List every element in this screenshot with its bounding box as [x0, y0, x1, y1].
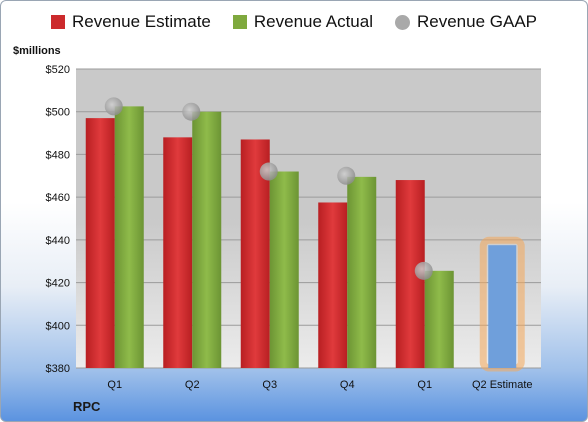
y-tick-label: $520: [46, 64, 70, 76]
x-tick-label: Q3: [262, 379, 277, 391]
gray-circle-icon: [394, 14, 410, 30]
x-tick-label: Q2: [185, 379, 200, 391]
y-axis-unit-label: $millions: [13, 45, 61, 57]
y-tick-label: $440: [46, 235, 70, 247]
company-name: RPC: [73, 399, 101, 414]
gaap-point: [104, 97, 123, 116]
gaap-point: [182, 102, 201, 121]
legend-item-estimate: Revenue Estimate: [50, 12, 211, 32]
red-square-icon: [50, 15, 65, 29]
x-tick-label: Q2 Estimate: [472, 379, 533, 391]
green-square-icon: [232, 15, 247, 29]
legend-label: Revenue GAAP: [416, 12, 537, 31]
bar-actual: [269, 171, 299, 368]
legend-item-gaap: Revenue GAAP: [394, 12, 537, 32]
gaap-point: [414, 261, 433, 280]
legend-item-actual: Revenue Actual: [232, 12, 373, 32]
x-tick-label: Q1: [417, 379, 432, 391]
bar-estimate: [318, 202, 348, 368]
bar-estimate: [163, 137, 193, 368]
y-tick-label: $400: [46, 320, 70, 332]
x-tick-label: Q4: [340, 379, 355, 391]
y-tick-label: $460: [46, 192, 70, 204]
x-tick-label: Q1: [107, 379, 122, 391]
bar-estimate: [85, 118, 115, 368]
legend-label: Revenue Estimate: [71, 12, 211, 31]
plot-area: [76, 69, 541, 368]
gaap-point: [337, 166, 356, 185]
y-tick-label: $500: [46, 107, 70, 119]
chart-legend: Revenue Estimate Revenue Actual Revenue …: [1, 9, 587, 35]
bar-projected: [488, 245, 517, 368]
bar-actual: [114, 106, 144, 368]
y-tick-label: $380: [46, 363, 70, 375]
bar-actual: [192, 111, 222, 368]
legend-label: Revenue Actual: [253, 12, 373, 31]
gaap-point: [259, 162, 278, 181]
bar-actual: [424, 270, 454, 368]
bar-actual: [347, 176, 377, 368]
y-tick-label: $480: [46, 149, 70, 161]
y-tick-label: $420: [46, 278, 70, 290]
